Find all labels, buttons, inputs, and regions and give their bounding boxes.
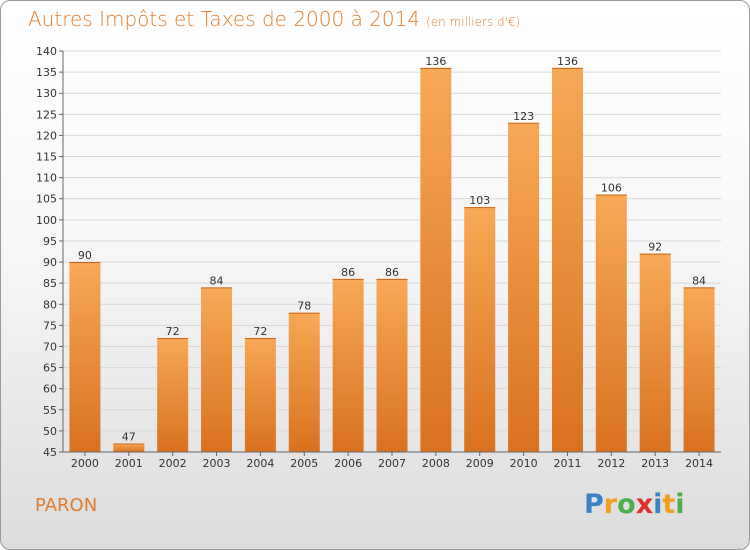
value-label-2003: 84 xyxy=(210,274,224,287)
bar-2004 xyxy=(244,338,276,452)
y-tick-label: 70 xyxy=(43,340,57,353)
logo-letter: P xyxy=(584,489,604,520)
bar-2011 xyxy=(551,67,583,452)
x-tick-label-2014: 2014 xyxy=(685,457,713,470)
bar-2009 xyxy=(464,207,496,452)
bar-2001 xyxy=(113,443,145,452)
bar-2014 xyxy=(683,287,715,452)
y-tick-label: 120 xyxy=(36,129,57,142)
logo-letter: r xyxy=(603,489,618,520)
x-tick-label-2003: 2003 xyxy=(203,457,231,470)
x-tick-label-2010: 2010 xyxy=(510,457,538,470)
y-tick-label: 130 xyxy=(36,87,57,100)
x-tick-label-2000: 2000 xyxy=(71,457,99,470)
bar-2005 xyxy=(288,312,320,452)
bar-2013 xyxy=(639,253,671,452)
x-tick-label-2001: 2001 xyxy=(115,457,143,470)
value-label-2011: 136 xyxy=(557,55,578,68)
y-tick-label: 45 xyxy=(43,446,57,459)
y-tick-label: 80 xyxy=(43,298,57,311)
logo-letter: x xyxy=(635,489,654,520)
y-tick-label: 140 xyxy=(36,45,57,58)
value-label-2010: 123 xyxy=(513,110,534,123)
bar-2008 xyxy=(420,67,452,452)
y-tick-label: 125 xyxy=(36,108,57,121)
y-tick-label: 55 xyxy=(43,404,57,417)
value-label-2012: 106 xyxy=(601,182,622,195)
bar-2002 xyxy=(157,338,189,452)
value-label-2009: 103 xyxy=(469,194,490,207)
logo-letter: i xyxy=(675,489,685,520)
x-tick-label-2009: 2009 xyxy=(466,457,494,470)
x-tick-label-2006: 2006 xyxy=(334,457,362,470)
y-tick-label: 100 xyxy=(36,214,57,227)
y-tick-label: 95 xyxy=(43,235,57,248)
bar-2000 xyxy=(69,262,101,452)
y-tick-label: 60 xyxy=(43,383,57,396)
value-label-2004: 72 xyxy=(253,325,267,338)
chart-title: Autres Impôts et Taxes de 2000 à 2014 (en… xyxy=(28,7,520,31)
y-tick-label: 110 xyxy=(36,172,57,185)
value-label-2001: 47 xyxy=(122,431,136,444)
value-label-2014: 84 xyxy=(692,274,706,287)
value-label-2002: 72 xyxy=(166,325,180,338)
value-label-2000: 90 xyxy=(78,249,92,262)
y-tick-label: 115 xyxy=(36,151,57,164)
bar-2003 xyxy=(201,287,233,452)
place-name: PARON xyxy=(35,495,98,516)
bar-2012 xyxy=(595,194,627,452)
chart-title-text: Autres Impôts et Taxes de 2000 à 2014 xyxy=(28,7,421,31)
chart-subtitle: (en milliers d'€) xyxy=(426,15,521,29)
value-label-2007: 86 xyxy=(385,266,399,279)
value-label-2006: 86 xyxy=(341,266,355,279)
y-tick-label: 135 xyxy=(36,66,57,79)
x-tick-label-2008: 2008 xyxy=(422,457,450,470)
y-tick-label: 90 xyxy=(43,256,57,269)
logo-letter: o xyxy=(617,489,636,520)
x-tick-label-2002: 2002 xyxy=(159,457,187,470)
bar-2010 xyxy=(508,122,540,452)
value-label-2013: 92 xyxy=(648,241,662,254)
y-tick-label: 65 xyxy=(43,362,57,375)
x-tick-label-2013: 2013 xyxy=(641,457,669,470)
logo-letter: t xyxy=(662,489,676,520)
value-label-2008: 136 xyxy=(425,55,446,68)
x-tick-label-2005: 2005 xyxy=(290,457,318,470)
y-tick-label: 50 xyxy=(43,425,57,438)
y-tick-label: 75 xyxy=(43,319,57,332)
bar-2006 xyxy=(332,278,364,452)
y-tick-label: 85 xyxy=(43,277,57,290)
value-label-2005: 78 xyxy=(297,300,311,313)
x-tick-label-2004: 2004 xyxy=(246,457,274,470)
logo-letter: i xyxy=(653,489,663,520)
bar-chart: 90 47 72 84 72 78 86 86 136 103 123 136 106 92 84 45 50… xyxy=(36,45,721,470)
proxiti-logo: Proxiti xyxy=(584,489,685,520)
bars xyxy=(69,67,715,452)
axes: 45 50 55 60 65 70 75 80 85 90 95 100 105 110 115 120 125… xyxy=(36,45,721,470)
value-labels: 90 47 72 84 72 78 86 86 136 103 123 136 106 92 84 xyxy=(78,55,706,444)
x-tick-label-2012: 2012 xyxy=(597,457,625,470)
x-tick-label-2007: 2007 xyxy=(378,457,406,470)
x-tick-label-2011: 2011 xyxy=(553,457,581,470)
bar-2007 xyxy=(376,278,408,452)
y-tick-label: 105 xyxy=(36,193,57,206)
